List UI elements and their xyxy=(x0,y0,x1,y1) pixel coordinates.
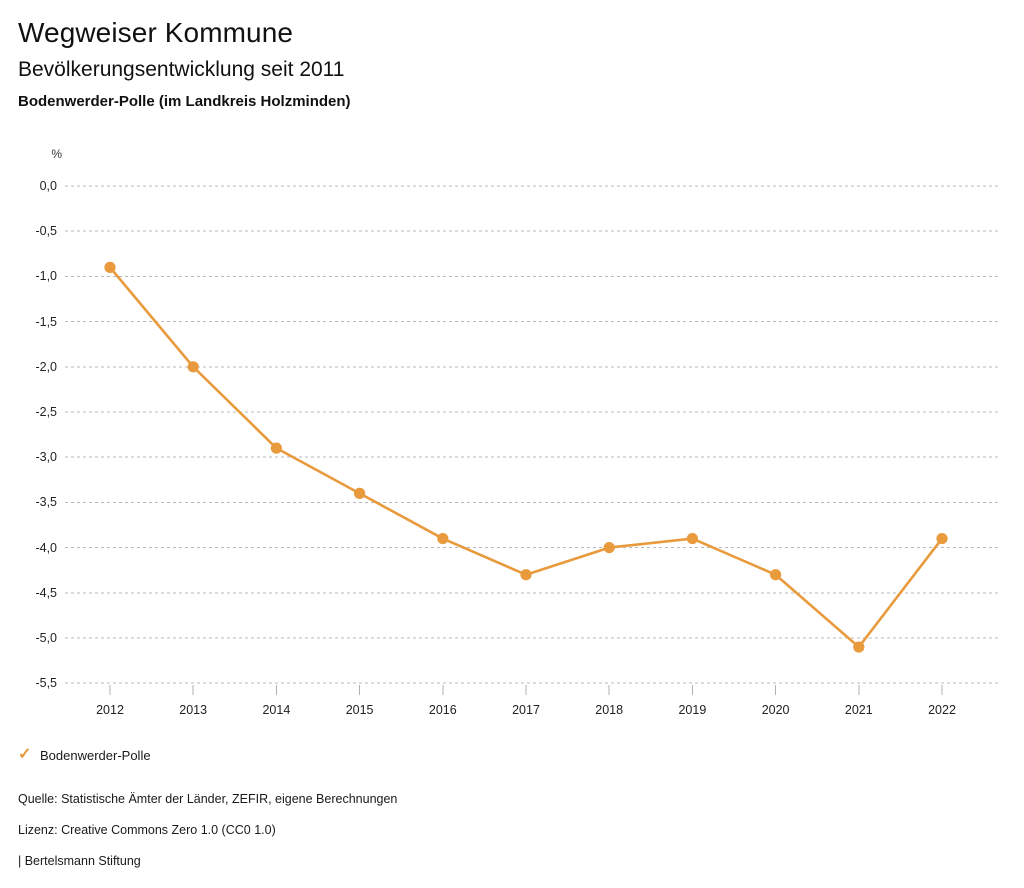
data-point-marker[interactable] xyxy=(437,532,449,545)
x-axis-tick-label: 2019 xyxy=(678,703,707,718)
y-axis-tick-label: 0,0 xyxy=(39,179,57,193)
chart-legend[interactable]: ✓ Bodenwerder-Polle xyxy=(18,745,151,765)
chart-region-label: Bodenwerder-Polle (im Landkreis Holzmind… xyxy=(18,93,351,110)
footer-source: Quelle: Statistische Ämter der Länder, Z… xyxy=(18,792,398,806)
footer-license: Lizenz: Creative Commons Zero 1.0 (CC0 1… xyxy=(18,823,276,837)
x-axis-tick-label: 2022 xyxy=(928,703,956,718)
x-axis-tick-label: 2014 xyxy=(262,703,291,718)
data-point-marker[interactable] xyxy=(936,532,948,545)
checkmark-icon: ✓ xyxy=(18,746,32,763)
y-axis-tick-label: -3,5 xyxy=(35,495,57,510)
y-axis-unit-label: % xyxy=(51,147,62,161)
data-point-marker[interactable] xyxy=(187,361,199,373)
x-axis-tick-label: 2018 xyxy=(595,703,624,718)
x-axis-tick-label: 2012 xyxy=(96,703,124,718)
chart-header: Wegweiser Kommune Bevölkerungsentwicklun… xyxy=(18,16,918,113)
legend-item-label[interactable]: Bodenwerder-Polle xyxy=(40,747,151,763)
x-axis-tick-label: 2017 xyxy=(512,703,540,718)
x-axis-tick-label: 2016 xyxy=(428,703,457,718)
series-line xyxy=(108,266,944,649)
y-axis-tick-label: -3,0 xyxy=(35,450,57,465)
x-axis-tick-label: 2020 xyxy=(761,703,790,718)
data-point-marker[interactable] xyxy=(770,569,782,581)
y-axis-tick-label: -1,0 xyxy=(35,269,57,284)
chart-footer: Quelle: Statistische Ämter der Länder, Z… xyxy=(18,784,978,877)
data-point-marker[interactable] xyxy=(354,487,366,499)
data-point-marker[interactable] xyxy=(104,261,116,273)
x-axis-tick-label: 2021 xyxy=(844,703,873,718)
y-axis-tick-label: -0,5 xyxy=(35,224,57,239)
y-axis-tick-label: -2,5 xyxy=(35,405,57,419)
data-point-marker[interactable] xyxy=(270,442,282,454)
x-axis-tick-label: 2015 xyxy=(345,703,374,718)
data-point-marker[interactable] xyxy=(603,542,615,554)
y-axis-tick-label: -5,5 xyxy=(35,676,57,691)
x-axis-tick-label: 2013 xyxy=(179,703,208,718)
data-point-marker[interactable] xyxy=(520,569,532,581)
y-axis-tick-label: -4,5 xyxy=(35,585,57,600)
footer-publisher: | Bertelsmann Stiftung xyxy=(18,854,141,868)
y-axis-tick-label: -1,5 xyxy=(35,314,57,329)
page-title: Wegweiser Kommune xyxy=(18,17,294,48)
data-point-marker[interactable] xyxy=(686,532,699,545)
y-axis-tick-label: -5,0 xyxy=(35,631,57,645)
y-axis-tick-label: -2,0 xyxy=(35,359,57,374)
data-point-marker[interactable] xyxy=(853,641,865,653)
y-axis-tick-label: -4,0 xyxy=(35,540,57,555)
chart-subtitle: Bevölkerungsentwicklung seit 2011 xyxy=(18,58,345,81)
